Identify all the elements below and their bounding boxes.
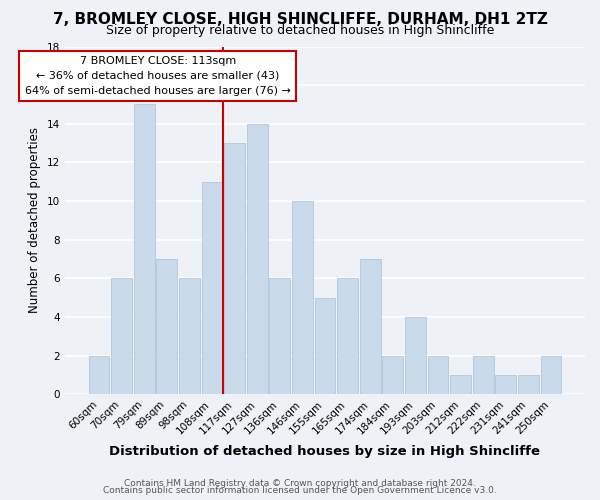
Bar xyxy=(496,375,516,394)
Bar xyxy=(405,317,426,394)
Bar xyxy=(134,104,155,395)
Text: 7 BROMLEY CLOSE: 113sqm
← 36% of detached houses are smaller (43)
64% of semi-de: 7 BROMLEY CLOSE: 113sqm ← 36% of detache… xyxy=(25,56,290,96)
X-axis label: Distribution of detached houses by size in High Shincliffe: Distribution of detached houses by size … xyxy=(109,444,541,458)
Bar xyxy=(360,259,380,394)
Bar xyxy=(224,143,245,395)
Bar xyxy=(247,124,268,394)
Text: Contains HM Land Registry data © Crown copyright and database right 2024.: Contains HM Land Registry data © Crown c… xyxy=(124,478,476,488)
Bar xyxy=(111,278,132,394)
Bar xyxy=(450,375,471,394)
Y-axis label: Number of detached properties: Number of detached properties xyxy=(28,128,41,314)
Bar xyxy=(202,182,223,394)
Bar xyxy=(157,259,177,394)
Bar xyxy=(382,356,403,395)
Bar xyxy=(89,356,109,395)
Text: 7, BROMLEY CLOSE, HIGH SHINCLIFFE, DURHAM, DH1 2TZ: 7, BROMLEY CLOSE, HIGH SHINCLIFFE, DURHA… xyxy=(53,12,547,28)
Bar xyxy=(314,298,335,394)
Bar xyxy=(473,356,494,395)
Bar xyxy=(541,356,562,395)
Bar xyxy=(337,278,358,394)
Bar xyxy=(518,375,539,394)
Bar xyxy=(269,278,290,394)
Bar xyxy=(179,278,200,394)
Bar xyxy=(428,356,448,395)
Bar xyxy=(292,201,313,394)
Text: Size of property relative to detached houses in High Shincliffe: Size of property relative to detached ho… xyxy=(106,24,494,37)
Text: Contains public sector information licensed under the Open Government Licence v3: Contains public sector information licen… xyxy=(103,486,497,495)
